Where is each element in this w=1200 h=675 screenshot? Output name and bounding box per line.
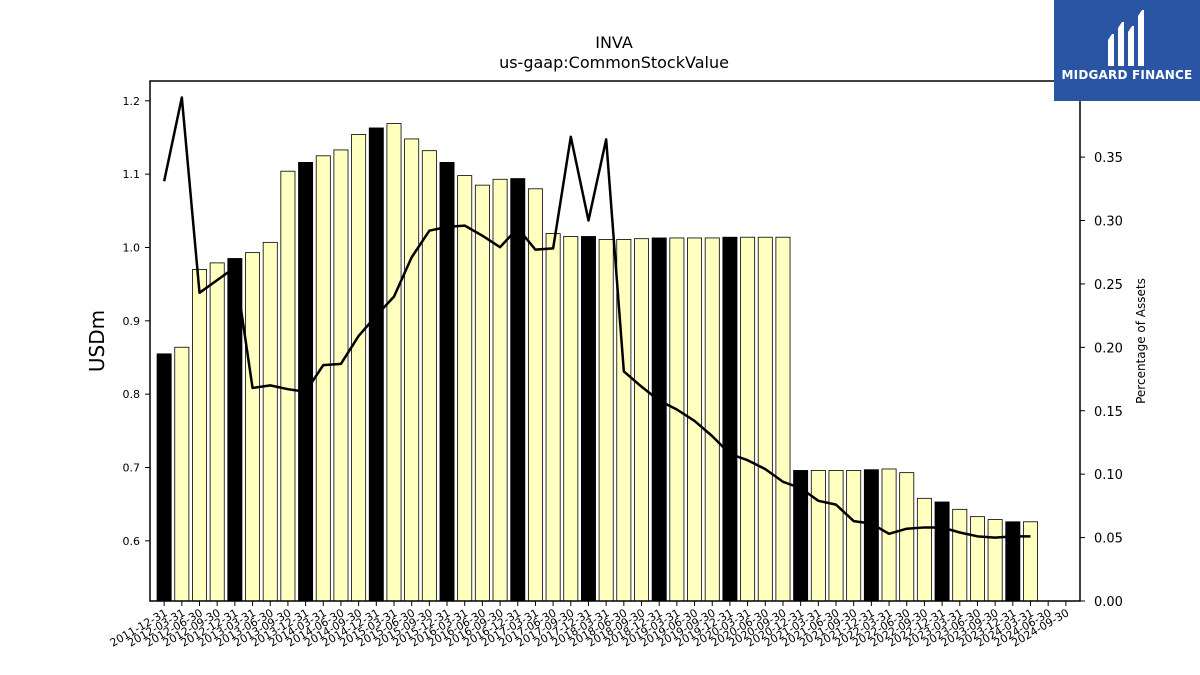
y-tick-label: 1.1 [123, 168, 141, 181]
bar [174, 346, 190, 602]
y-tick-label: 1.0 [123, 241, 141, 254]
y-tick-label: 0.7 [123, 462, 141, 475]
series-line [162, 96, 1031, 539]
bar [934, 501, 950, 602]
bar [298, 162, 314, 602]
bar [156, 353, 172, 602]
bar [368, 127, 384, 602]
y2-tick-label: 0.35 [1094, 151, 1123, 166]
y2-tick-label: 0.00 [1094, 595, 1123, 610]
bar [828, 470, 844, 602]
plot-frame [149, 80, 1081, 602]
chart-title: INVA [595, 33, 633, 52]
y2-tick-label: 0.10 [1094, 468, 1123, 483]
line-series [162, 96, 1031, 539]
bar [952, 508, 968, 602]
bar [722, 236, 738, 602]
bar [669, 237, 685, 602]
y2-tick-label: 0.15 [1094, 405, 1123, 420]
bar [740, 236, 756, 602]
bar [421, 150, 437, 602]
y-tick-label: 0.6 [123, 535, 141, 548]
bar [757, 236, 773, 602]
bar [810, 470, 826, 602]
logo-mark-icon [1108, 10, 1144, 66]
bar [333, 149, 349, 602]
bar [386, 123, 402, 602]
bar [899, 472, 915, 602]
y-axis-label: USDm [85, 310, 109, 372]
bar [793, 470, 809, 602]
bar [351, 134, 367, 602]
bar [192, 269, 207, 602]
x-axis: 2011-12-312012-03-312012-06-302012-09-30… [108, 601, 1071, 650]
bar [846, 470, 862, 602]
bar [634, 238, 649, 602]
y2-tick-label: 0.30 [1094, 215, 1123, 230]
y2-tick-label: 0.05 [1094, 532, 1123, 547]
y-tick-label: 0.9 [123, 315, 141, 328]
y2-tick-label: 0.20 [1094, 341, 1123, 356]
y-tick-label: 0.8 [123, 388, 141, 401]
bar [563, 236, 579, 602]
bar [457, 175, 473, 602]
bar [280, 170, 296, 602]
y2-tick-label: 0.25 [1094, 278, 1123, 293]
bar [474, 184, 490, 602]
bar [315, 155, 331, 602]
bar [863, 469, 879, 602]
logo-text: MIDGARD FINANCE [1061, 68, 1193, 82]
bar [1023, 521, 1038, 602]
bar [969, 516, 985, 602]
bar [545, 233, 561, 602]
bar [598, 239, 614, 602]
bar [1005, 521, 1021, 602]
bar [404, 138, 420, 602]
bar [209, 262, 225, 602]
y-tick-label: 1.2 [123, 95, 141, 108]
bar [916, 497, 932, 602]
bar [651, 237, 667, 602]
chart-subtitle: us-gaap:CommonStockValue [499, 53, 729, 72]
bar [704, 237, 720, 602]
bar [227, 258, 243, 602]
bar [581, 236, 596, 602]
y-axis-right: 0.000.050.100.150.200.250.300.350.40 [1080, 88, 1123, 610]
midgard-finance-logo: MIDGARD FINANCE [1054, 0, 1200, 101]
bar [262, 241, 278, 602]
y-axis-left: 0.6 0.7 0.8 0.9 1.0 1.1 1.2 [123, 95, 150, 548]
bar [987, 519, 1003, 602]
y2-axis-label: Percentage of Assets [1134, 278, 1148, 404]
bar [775, 236, 791, 602]
bar [510, 178, 526, 602]
bar [245, 252, 261, 602]
